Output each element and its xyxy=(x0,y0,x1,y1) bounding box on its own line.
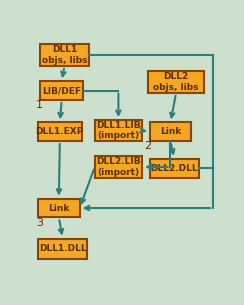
FancyBboxPatch shape xyxy=(38,199,80,217)
Text: DLL2
objs, libs: DLL2 objs, libs xyxy=(153,72,199,91)
Text: Link: Link xyxy=(48,203,70,213)
Text: 3: 3 xyxy=(36,217,43,228)
Text: DLL2.DLL: DLL2.DLL xyxy=(150,163,198,173)
FancyBboxPatch shape xyxy=(95,120,142,141)
Text: 1: 1 xyxy=(36,100,43,110)
Text: Link: Link xyxy=(160,127,181,136)
Text: DLL1.LIB
(import): DLL1.LIB (import) xyxy=(96,121,141,140)
Text: DLL1.DLL: DLL1.DLL xyxy=(39,244,86,253)
FancyBboxPatch shape xyxy=(40,81,83,100)
Text: DLL1
objs, libs: DLL1 objs, libs xyxy=(42,45,87,64)
FancyBboxPatch shape xyxy=(148,71,204,93)
FancyBboxPatch shape xyxy=(95,156,142,178)
FancyBboxPatch shape xyxy=(38,239,87,259)
FancyBboxPatch shape xyxy=(38,122,81,141)
FancyBboxPatch shape xyxy=(40,44,89,66)
Text: DLL2.LIB
(import): DLL2.LIB (import) xyxy=(96,157,141,177)
Text: LIB/DEF: LIB/DEF xyxy=(42,86,81,95)
Text: 2: 2 xyxy=(144,141,151,151)
Text: DLL1.EXP: DLL1.EXP xyxy=(36,127,84,136)
FancyBboxPatch shape xyxy=(150,159,199,178)
FancyBboxPatch shape xyxy=(150,122,191,141)
